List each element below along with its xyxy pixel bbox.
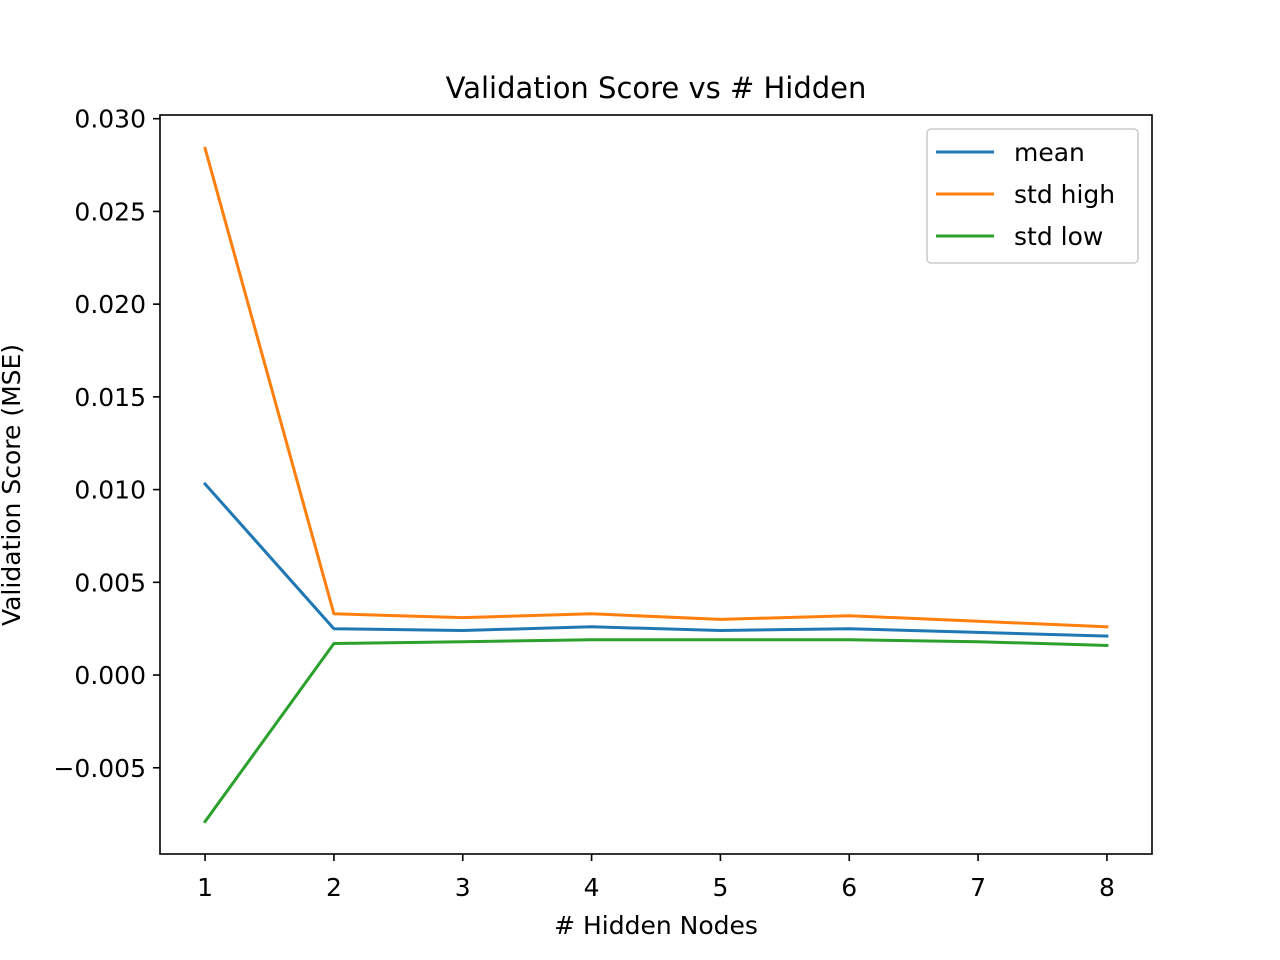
legend: mean std high std low (926, 128, 1139, 264)
y-axis-label: Validation Score (MSE) (0, 344, 26, 626)
x-axis-label: # Hidden Nodes (554, 911, 758, 940)
x-tick-label: 8 (1099, 873, 1115, 902)
x-tick-label: 1 (197, 873, 213, 902)
y-tick-label: −0.005 (53, 754, 146, 783)
y-tick-label: 0.025 (74, 197, 146, 226)
x-tick-label: 2 (326, 873, 342, 902)
legend-label-0: mean (1014, 138, 1085, 167)
y-tick-label: 0.000 (74, 661, 146, 690)
x-tick-label: 4 (584, 873, 600, 902)
series-line-0 (202, 481, 1109, 638)
y-tick-label: 0.030 (74, 105, 146, 134)
x-axis: 1 2 3 4 5 6 7 8 (197, 854, 1115, 902)
y-tick-label: 0.015 (74, 383, 146, 412)
y-tick-label: 0.005 (74, 568, 146, 597)
legend-label-1: std high (1014, 180, 1115, 209)
x-tick-label: 6 (841, 873, 857, 902)
series-line-1 (203, 146, 1109, 629)
chart-title: Validation Score vs # Hidden (446, 71, 867, 105)
series-line-2 (203, 638, 1109, 824)
x-tick-label: 3 (455, 873, 471, 902)
y-tick-label: 0.020 (74, 290, 146, 319)
legend-label-2: std low (1014, 222, 1103, 251)
x-tick-label: 7 (970, 873, 986, 902)
plot-frame (159, 114, 1153, 855)
y-tick-label: 0.010 (74, 476, 146, 505)
legend-box (926, 128, 1139, 264)
y-axis: −0.005 0.000 0.005 0.010 0.015 0.020 0.025 0.03… (53, 105, 160, 783)
x-tick-label: 5 (712, 873, 728, 902)
plot-area (202, 146, 1109, 824)
